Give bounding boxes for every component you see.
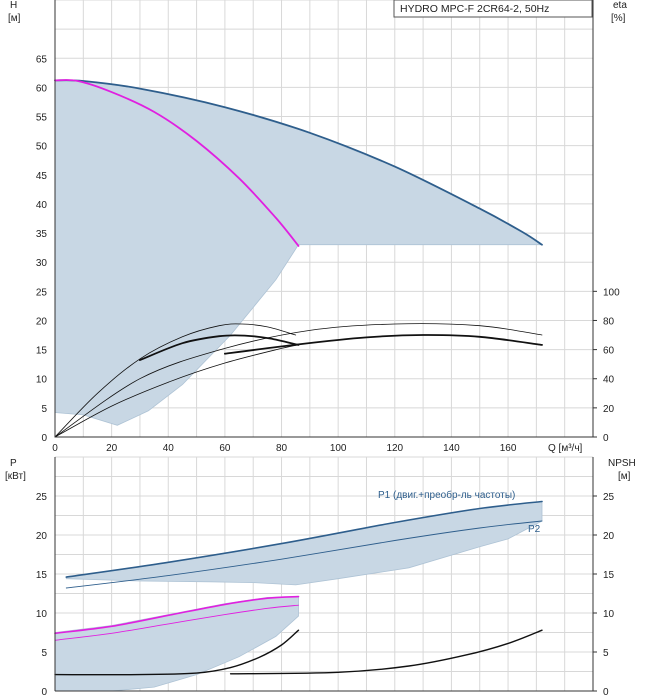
series-h-1-pump <box>54 79 300 247</box>
top-operating-area <box>54 79 544 426</box>
bottom-y2-tick-label: 0 <box>603 687 609 698</box>
series-p2-1-pump <box>54 604 299 641</box>
power-npsh-chart: 0 5 10 15 20 25 0 5 10 15 20 25 P [кВт] NPSH [м] P… <box>5 456 636 698</box>
p-axis-label: P <box>10 458 17 469</box>
top-y-tick-label: 65 <box>36 54 48 65</box>
top-x-tick-label: 120 <box>386 443 403 454</box>
bottom-y2-tick-label: 20 <box>603 531 615 542</box>
power-area-2-pumps <box>65 501 543 586</box>
bottom-y2-tick-label: 25 <box>603 492 615 503</box>
series-npsh-1-pump <box>54 629 300 676</box>
h-axis-unit: [м] <box>8 13 21 24</box>
p2-curve-label: P2 <box>528 524 541 535</box>
top-x-tick-label: 0 <box>52 443 58 454</box>
series-eta-2-pumps <box>224 334 543 355</box>
eta-axis-label: eta <box>613 0 627 11</box>
series-p1 <box>65 500 543 578</box>
top-y-tick-label: 10 <box>36 375 48 386</box>
top-x-tick-label: 140 <box>443 443 460 454</box>
series-eta-low-edge <box>54 344 299 438</box>
top-x-tick-label: 60 <box>219 443 231 454</box>
bottom-y-tick-label: 10 <box>36 609 48 620</box>
bottom-y-tick-label: 20 <box>36 531 48 542</box>
top-y2-tick-label: 100 <box>603 287 620 298</box>
p-axis-unit: [кВт] <box>5 471 26 482</box>
p1-curve-label: P1 (двиг.+преобр-ль частоты) <box>378 489 515 501</box>
bottom-y-tick-label: 15 <box>36 570 48 581</box>
top-x-tick-label: 40 <box>163 443 175 454</box>
npsh-axis-label: NPSH <box>608 458 636 469</box>
bottom-y2-tick-labels: 0 5 10 15 20 25 <box>593 492 615 698</box>
top-x-tick-label: 100 <box>330 443 347 454</box>
top-y-tick-label: 50 <box>36 142 48 153</box>
eta-axis-unit: [%] <box>611 13 626 24</box>
bottom-y-tick-label: 5 <box>41 648 47 659</box>
bottom-series-layer <box>54 500 543 676</box>
bottom-y-tick-label: 25 <box>36 492 48 503</box>
series-p2 <box>65 520 543 589</box>
bottom-y2-tick-label: 15 <box>603 570 615 581</box>
bottom-y-tick-labels: 0 5 10 15 20 25 <box>36 492 48 698</box>
top-x-tick-labels: 0 20 40 60 80 100 120 140 160 <box>52 443 517 454</box>
top-y-tick-label: 30 <box>36 258 48 269</box>
series-eta-2-pumps-max <box>54 323 543 438</box>
top-x-tick-label: 80 <box>276 443 288 454</box>
top-y2-tick-label: 20 <box>603 404 615 415</box>
series-eta-1-pump-max <box>54 323 297 438</box>
head-operating-area <box>54 79 544 426</box>
top-y-tick-label: 15 <box>36 346 48 357</box>
top-y2-tick-label: 60 <box>603 346 615 357</box>
power-area-1-pump <box>54 596 299 692</box>
h-axis-label: H <box>10 0 17 11</box>
top-y2-tick-label: 80 <box>603 316 615 327</box>
chart-title: HYDRO MPC-F 2CR64-2, 50Hz <box>400 3 549 15</box>
top-y2-tick-label: 40 <box>603 375 615 386</box>
bottom-y-tick-label: 0 <box>41 687 47 698</box>
top-y-tick-label: 35 <box>36 229 48 240</box>
chart-title-box <box>393 0 593 18</box>
top-x-tick-label: 160 <box>500 443 517 454</box>
top-y-tick-labels: 0 5 10 15 20 25 30 35 40 45 50 55 60 65 <box>36 54 48 444</box>
top-y-tick-label: 60 <box>36 83 48 94</box>
series-p1-1-pump <box>54 595 300 635</box>
top-y-tick-label: 55 <box>36 113 48 124</box>
npsh-axis-unit: [м] <box>618 471 631 482</box>
top-y-tick-label: 0 <box>41 433 47 444</box>
series-eta-1-pump <box>139 334 300 361</box>
top-x-axis-label: Q [м³/ч] <box>548 443 583 454</box>
top-y-tick-label: 20 <box>36 316 48 327</box>
top-y-tick-label: 45 <box>36 171 48 182</box>
top-series-layer <box>54 79 543 438</box>
series-npsh-2-pumps <box>229 629 543 675</box>
bottom-y2-tick-label: 5 <box>603 648 609 659</box>
top-y-tick-label: 25 <box>36 287 48 298</box>
top-y2-tick-label: 0 <box>603 433 609 444</box>
top-y-tick-label: 5 <box>41 404 47 415</box>
top-y-tick-label: 40 <box>36 200 48 211</box>
top-x-tick-label: 20 <box>106 443 118 454</box>
series-h-max-2-pumps <box>54 79 543 246</box>
top-y2-tick-labels: 0 20 40 60 80 100 <box>593 287 620 444</box>
bottom-y2-tick-label: 10 <box>603 609 615 620</box>
